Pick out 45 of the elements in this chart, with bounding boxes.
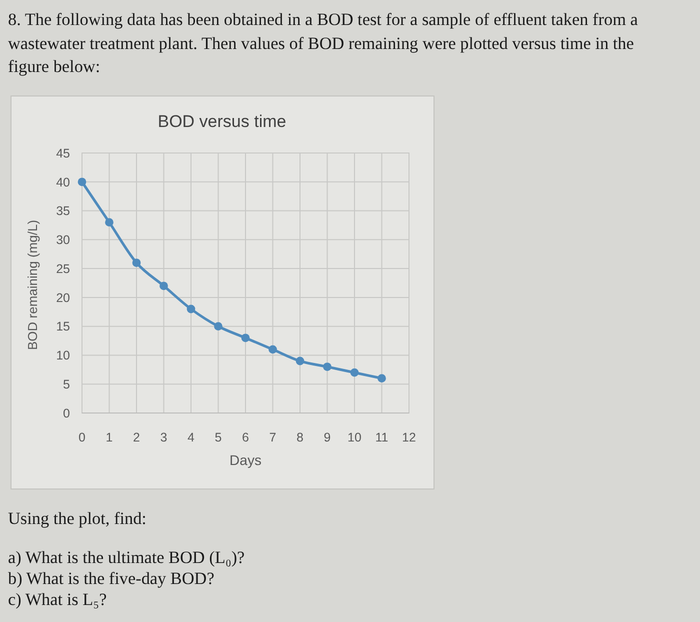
chart-title: BOD versus time (158, 112, 286, 131)
x-tick-label: 2 (133, 430, 140, 444)
point (378, 374, 386, 383)
point (268, 345, 277, 354)
x-tick-label: 1 (106, 430, 113, 444)
text: Using the plot, find: (8, 509, 146, 528)
y-tick-label: 35 (56, 204, 70, 218)
x-tick-label: 10 (348, 430, 362, 444)
y-tick-label: 45 (56, 146, 70, 160)
x-tick-label: 7 (269, 430, 276, 444)
text: figure below: (8, 57, 100, 76)
point (132, 258, 141, 267)
text: b) What is the five-day BOD? (8, 569, 214, 588)
point (350, 368, 359, 377)
x-tick-label: 0 (78, 430, 86, 444)
x-tick-label: 11 (375, 430, 388, 444)
text: c) What is L₅? (8, 590, 107, 609)
text: a) What is the ultimate BOD (L₀)? (8, 548, 245, 567)
y-tick-label: 5 (63, 377, 70, 392)
x-tick-label: 9 (324, 430, 331, 444)
y-tick-label: 20 (56, 290, 70, 305)
point (105, 218, 114, 227)
point (186, 304, 196, 314)
x-tick-label: 3 (160, 430, 168, 444)
y-tick-label: 10 (56, 348, 70, 363)
x-tick-label: 8 (296, 430, 304, 444)
text: 8. The following data has been obtained in a BOD test for a sample of effluent taken from a (8, 10, 638, 29)
point (214, 322, 222, 331)
y-tick-label: 0 (63, 406, 70, 420)
y-tick-label: 40 (56, 175, 70, 190)
point (323, 362, 332, 371)
y-tick-label: 15 (56, 320, 70, 334)
x-tick-label: 12 (402, 430, 416, 444)
y-tick-label: 30 (56, 233, 70, 248)
point (160, 282, 168, 290)
x-tick-label: 6 (242, 430, 250, 444)
x-tick-label: 5 (214, 430, 222, 444)
y-tick-label: 25 (56, 262, 70, 276)
x-tick-label: 4 (188, 430, 195, 444)
y-axis-title: BOD remaining (mg/L) (25, 220, 40, 350)
x-axis-title: Days (230, 452, 262, 468)
text: wastewater treatment plant. Then values of BOD remaining were plotted versus time in the (8, 34, 634, 53)
point (296, 356, 304, 366)
point (78, 178, 86, 186)
point (241, 334, 250, 342)
